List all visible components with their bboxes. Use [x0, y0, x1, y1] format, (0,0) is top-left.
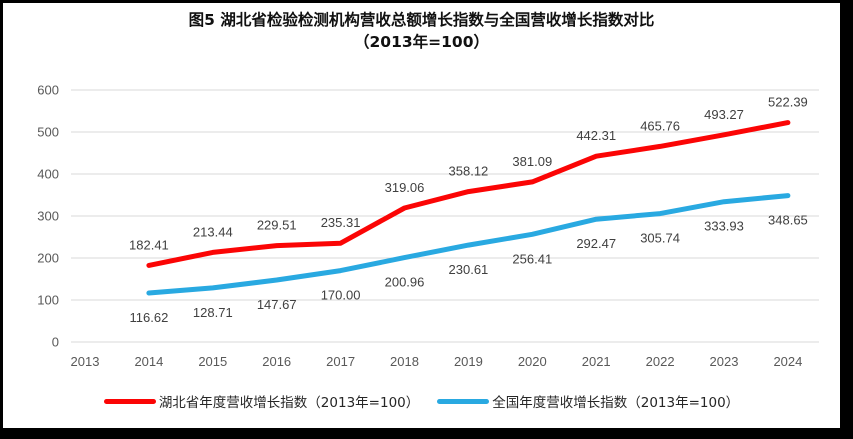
- data-label-1-2021: 292.47: [576, 236, 616, 251]
- legend-item-0: 湖北省年度营收增长指数（2013年=100）: [103, 391, 420, 411]
- y-tick-600: 600: [37, 83, 59, 98]
- y-tick-500: 500: [37, 125, 59, 140]
- data-label-0-2021: 442.31: [576, 128, 616, 143]
- x-tick-2017: 2017: [326, 354, 355, 369]
- data-label-0-2017: 235.31: [321, 215, 361, 230]
- chart-title-line2: （2013年=100）: [354, 33, 489, 51]
- data-label-0-2015: 213.44: [193, 224, 233, 239]
- data-label-1-2018: 200.96: [385, 275, 425, 290]
- x-tick-2015: 2015: [198, 354, 227, 369]
- x-tick-2016: 2016: [262, 354, 291, 369]
- chart-legend: 湖北省年度营收增长指数（2013年=100） 全国年度营收增长指数（2013年=1…: [3, 391, 840, 411]
- x-tick-2023: 2023: [710, 354, 739, 369]
- series-line-0: [146, 120, 791, 268]
- data-label-0-2020: 381.09: [512, 154, 552, 169]
- data-label-1-2015: 128.71: [193, 305, 233, 320]
- y-tick-200: 200: [37, 251, 59, 266]
- legend-label-1: 全国年度营收增长指数（2013年=100）: [492, 395, 740, 411]
- data-label-1-2023: 333.93: [704, 219, 744, 234]
- legend-label-0: 湖北省年度营收增长指数（2013年=100）: [158, 395, 420, 411]
- legend-item-1: 全国年度营收增长指数（2013年=100）: [437, 391, 739, 411]
- data-label-0-2014: 182.41: [129, 237, 169, 252]
- x-tick-2013: 2013: [71, 354, 100, 369]
- data-label-0-2024: 522.39: [768, 95, 808, 110]
- x-tick-2019: 2019: [454, 354, 483, 369]
- data-label-0-2023: 493.27: [704, 107, 744, 122]
- x-tick-2020: 2020: [518, 354, 547, 369]
- legend-swatch-1: [437, 398, 490, 404]
- data-label-1-2019: 230.61: [449, 262, 489, 277]
- data-label-1-2022: 305.74: [640, 231, 680, 246]
- data-label-1-2016: 147.67: [257, 297, 297, 312]
- y-tick-300: 300: [37, 209, 59, 224]
- x-tick-2018: 2018: [390, 354, 419, 369]
- x-tick-2022: 2022: [646, 354, 675, 369]
- series-line-1: [146, 193, 791, 296]
- data-label-0-2022: 465.76: [640, 118, 680, 133]
- x-tick-2014: 2014: [134, 354, 163, 369]
- chart-title: 图5 湖北省检验检测机构营收总额增长指数与全国营收增长指数对比 （2013年=1…: [3, 9, 840, 53]
- chart-title-line1: 图5 湖北省检验检测机构营收总额增长指数与全国营收增长指数对比: [188, 11, 655, 29]
- data-label-0-2019: 358.12: [449, 164, 489, 179]
- legend-swatch-0: [103, 398, 156, 404]
- data-label-1-2017: 170.00: [321, 288, 361, 303]
- x-tick-2021: 2021: [582, 354, 611, 369]
- chart-svg: 0 100 200 300 400 500 600 2013 2014 2015 2016 2017 2…: [37, 83, 819, 369]
- y-tick-0: 0: [52, 335, 59, 350]
- data-label-0-2016: 229.51: [257, 218, 297, 233]
- x-tick-2024: 2024: [773, 354, 802, 369]
- data-label-0-2018: 319.06: [385, 180, 425, 195]
- y-tick-100: 100: [37, 293, 59, 308]
- data-label-1-2020: 256.41: [512, 251, 552, 266]
- y-tick-400: 400: [37, 167, 59, 182]
- data-label-1-2014: 116.62: [130, 310, 169, 325]
- data-label-1-2024: 348.65: [768, 213, 808, 228]
